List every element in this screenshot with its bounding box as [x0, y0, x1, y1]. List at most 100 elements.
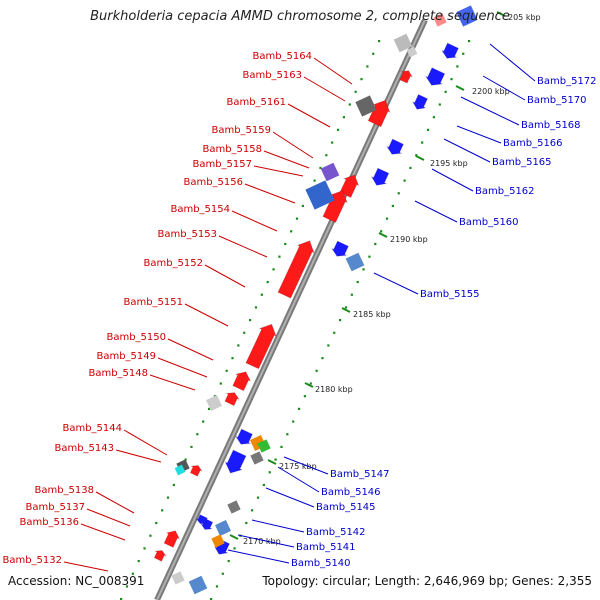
tick-mark — [496, 11, 506, 17]
forward-gene-arrow — [245, 323, 277, 370]
right-gene-label: Bamb_5141 — [296, 542, 356, 553]
right-gene-label: Bamb_5172 — [537, 76, 597, 87]
tick-dot-right — [368, 255, 371, 258]
tick-dot-right — [292, 420, 295, 423]
gene-box — [250, 451, 264, 465]
reverse-gene-arrow — [370, 167, 390, 186]
right-gene-label: Bamb_5168 — [521, 120, 581, 131]
reverse-gene-arrow — [224, 449, 247, 474]
label-leader — [63, 561, 109, 572]
gene-box — [171, 571, 185, 585]
label-leader — [482, 75, 526, 101]
tick-label: 205 kbp — [508, 13, 541, 22]
tick-dot-right — [215, 585, 219, 588]
right-gene-label: Bamb_5142 — [306, 527, 366, 538]
tick-dot-left — [243, 331, 246, 334]
label-leader — [287, 103, 331, 128]
tick-dot-right — [303, 395, 307, 398]
topology-text: Topology: circular; Length: 2,646,969 bp… — [262, 574, 592, 588]
tick-dot-left — [131, 572, 134, 575]
label-leader — [460, 96, 520, 126]
tick-dot-right — [333, 331, 336, 334]
tick-mark — [455, 85, 465, 91]
tick-dot-left — [360, 78, 363, 81]
gene-labels: Bamb_5164 Bamb_5163 Bamb_5161 Bamb_5159 Bamb… — [2, 51, 596, 569]
left-gene-label: Bamb_5157 — [192, 159, 252, 170]
gene-box — [456, 5, 478, 27]
left-gene-label: Bamb_5150 — [106, 332, 166, 343]
tick-dot-right — [251, 509, 254, 512]
tick-dot-right — [432, 116, 436, 119]
tick-dot-left — [272, 268, 275, 271]
tick-label: 2200 kbp — [472, 87, 510, 96]
tick-dot-left — [190, 445, 193, 449]
label-leader — [272, 131, 314, 159]
gene-box — [305, 180, 335, 210]
right-gene-label: Bamb_5146 — [321, 487, 381, 498]
tick-dot-right — [274, 458, 277, 461]
right-gene-label: Bamb_5162 — [475, 186, 535, 197]
tick-dot-right — [245, 521, 248, 525]
tick-dot-left — [161, 509, 164, 512]
tick-dot-left — [331, 141, 334, 144]
tick-dot-left — [266, 280, 269, 284]
tick-dot-left — [231, 357, 234, 360]
gene-box — [433, 13, 447, 27]
tick-dot-right — [280, 445, 283, 449]
tick-dot-right — [356, 280, 359, 284]
right-gene-label: Bamb_5165 — [492, 157, 552, 168]
label-leader — [184, 303, 229, 327]
left-gene-label: Bamb_5164 — [252, 51, 312, 62]
tick-dot-right — [415, 154, 418, 157]
label-leader — [95, 491, 135, 514]
label-leader — [443, 138, 491, 163]
tick-dot-left — [354, 90, 357, 93]
label-leader — [373, 272, 419, 295]
tick-dot-left — [143, 547, 146, 550]
gene-box — [211, 534, 225, 548]
left-gene-label: Bamb_5137 — [25, 502, 85, 513]
left-gene-label: Bamb_5136 — [19, 517, 79, 528]
right-gene-label: Bamb_5160 — [459, 217, 519, 228]
forward-gene-arrow — [153, 549, 167, 562]
tick-label: 2190 kbp — [390, 235, 428, 244]
tick-dot-left — [125, 585, 129, 588]
left-gene-label: Bamb_5144 — [62, 423, 122, 434]
forward-gene-arrow — [277, 240, 315, 299]
tick-dot-right — [403, 179, 406, 182]
tick-dot-left — [166, 496, 170, 499]
label-leader — [414, 200, 458, 223]
tick-dot-right — [391, 204, 394, 208]
tick-mark — [229, 534, 239, 540]
tick-dot-right — [268, 471, 271, 474]
tick-dot-left — [284, 242, 287, 246]
forward-gene-arrow — [163, 530, 181, 549]
left-gene-label: Bamb_5154 — [170, 204, 230, 215]
tick-dot-left — [149, 534, 152, 537]
tick-dot-right — [374, 242, 377, 246]
tick-dot-right — [262, 483, 265, 487]
gene-box — [355, 95, 377, 117]
tick-dot-right — [438, 103, 441, 106]
right-gene-label: Bamb_5145 — [316, 502, 376, 513]
tick-mark — [267, 459, 277, 465]
gene-box — [406, 46, 418, 58]
tick-dot-left — [372, 52, 375, 55]
label-leader — [80, 523, 126, 541]
tick-label: 2185 kbp — [353, 310, 391, 319]
tick-dot-right — [286, 433, 289, 436]
tick-dot-left — [225, 369, 228, 372]
tick-dot-right — [297, 407, 301, 410]
map-title: Burkholderia cepacia AMMD chromosome 2, … — [90, 9, 510, 24]
label-leader — [277, 466, 320, 493]
tick-dot-right — [380, 230, 383, 233]
gene-box — [345, 252, 365, 272]
right-gene-label: Bamb_5140 — [291, 558, 351, 569]
tick-dot-right — [315, 369, 318, 372]
forward-gene-arrow — [367, 99, 391, 128]
tick-dot-right — [426, 128, 430, 131]
tick-dot-right — [309, 382, 312, 385]
right-gene-label: Bamb_5147 — [330, 469, 390, 480]
tick-dot-right — [468, 40, 471, 43]
